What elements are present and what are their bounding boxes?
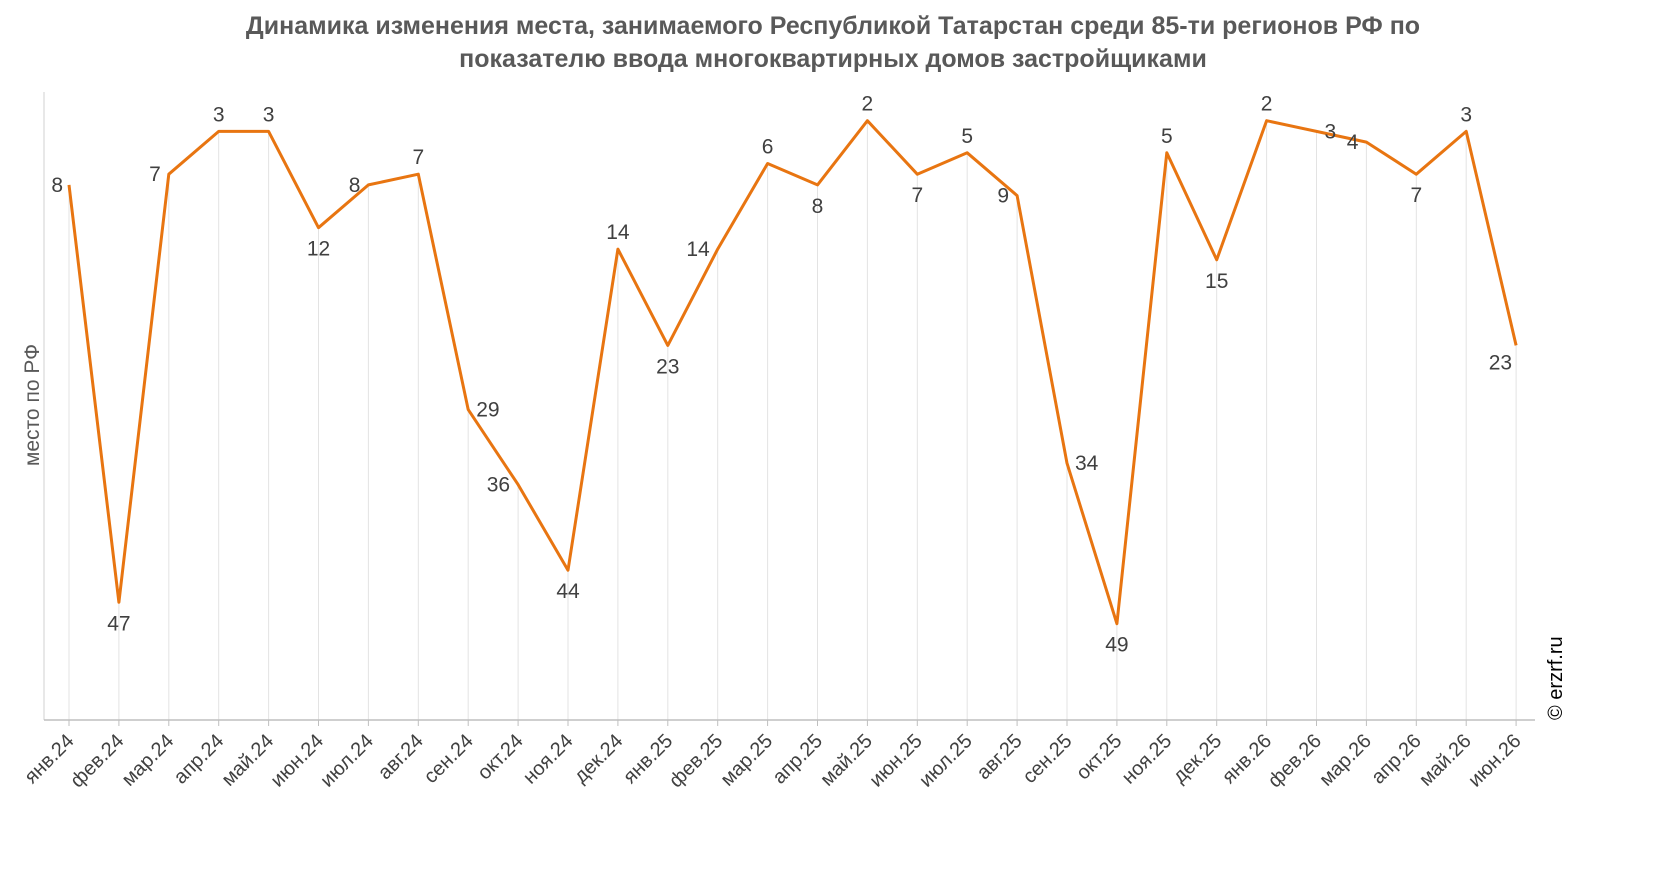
x-tick-label: мар.24 <box>118 730 179 791</box>
data-label: 3 <box>263 103 275 126</box>
x-tick-label: ноя.24 <box>519 730 578 789</box>
x-tick-label: апр.24 <box>170 730 229 789</box>
x-tick-label: дек.25 <box>1169 730 1227 788</box>
x-tick-label: ноя.25 <box>1118 730 1177 789</box>
data-label: 3 <box>1325 120 1337 143</box>
x-tick-label: фев.25 <box>665 730 727 792</box>
x-tick-label: окт.25 <box>1072 730 1126 784</box>
data-label: 8 <box>812 195 824 218</box>
data-label: 2 <box>862 93 874 116</box>
x-tick-labels: янв.24фев.24мар.24апр.24май.24июн.24июл.… <box>20 730 1525 792</box>
data-label: 14 <box>606 221 630 244</box>
vertical-grid <box>68 120 1517 720</box>
x-tick-label: апр.26 <box>1367 730 1426 789</box>
data-label: 23 <box>656 355 679 378</box>
data-label: 6 <box>762 136 774 159</box>
data-label: 5 <box>961 125 973 148</box>
x-tick-label: сен.25 <box>1019 730 1077 788</box>
series-line <box>67 119 1518 626</box>
x-tick-label: мар.26 <box>1315 730 1376 791</box>
x-tick-label: фев.26 <box>1264 730 1326 792</box>
x-tick-label: июл.24 <box>316 730 378 792</box>
chart-title-line-2: показателю ввода многоквартирных домов з… <box>459 45 1207 73</box>
data-label: 3 <box>1460 103 1472 126</box>
x-tick-label: май.25 <box>816 730 877 791</box>
x-tick-label: фев.24 <box>66 730 128 792</box>
data-label: 44 <box>556 580 580 603</box>
data-label: 47 <box>107 612 130 635</box>
data-label: 8 <box>349 174 361 197</box>
data-label: 5 <box>1161 125 1173 148</box>
x-tick-label: июн.26 <box>1464 730 1526 792</box>
x-tick-label: авг.24 <box>374 730 428 784</box>
data-label: 12 <box>307 238 330 261</box>
x-tick-marks <box>68 720 1517 726</box>
x-tick-label: дек.24 <box>570 730 628 788</box>
x-tick-label: сен.24 <box>420 730 478 788</box>
data-label: 9 <box>997 185 1009 208</box>
data-label: 7 <box>412 146 424 169</box>
data-label: 3 <box>213 103 225 126</box>
data-label: 8 <box>51 174 63 197</box>
data-label: 36 <box>487 474 510 497</box>
data-label: 15 <box>1205 270 1228 293</box>
x-tick-label: апр.25 <box>768 730 827 789</box>
x-tick-label: май.26 <box>1415 730 1476 791</box>
x-tick-label: июн.24 <box>266 730 328 792</box>
source-credit: © erzrf.ru <box>1545 636 1567 720</box>
x-tick-label: июл.25 <box>915 730 977 792</box>
chart-title: Динамика изменения места, занимаемого Ре… <box>0 10 1666 76</box>
x-tick-label: мар.25 <box>716 730 777 791</box>
x-tick-label: июн.25 <box>865 730 927 792</box>
data-label: 7 <box>1410 184 1422 207</box>
chart-title-line-1: Динамика изменения места, занимаемого Ре… <box>245 12 1421 40</box>
data-label: 7 <box>149 163 161 186</box>
x-tick-label: май.24 <box>217 730 278 791</box>
y-axis-label: место по РФ <box>21 344 44 466</box>
data-label: 29 <box>476 399 499 422</box>
data-label: 7 <box>911 184 923 207</box>
data-label: 4 <box>1347 131 1359 154</box>
data-label: 49 <box>1105 634 1128 657</box>
data-label: 34 <box>1075 452 1099 475</box>
data-label: 2 <box>1261 93 1273 116</box>
data-label: 23 <box>1489 351 1512 374</box>
x-tick-label: окт.24 <box>473 730 527 784</box>
x-tick-label: авг.25 <box>973 730 1027 784</box>
data-label: 14 <box>686 238 710 261</box>
